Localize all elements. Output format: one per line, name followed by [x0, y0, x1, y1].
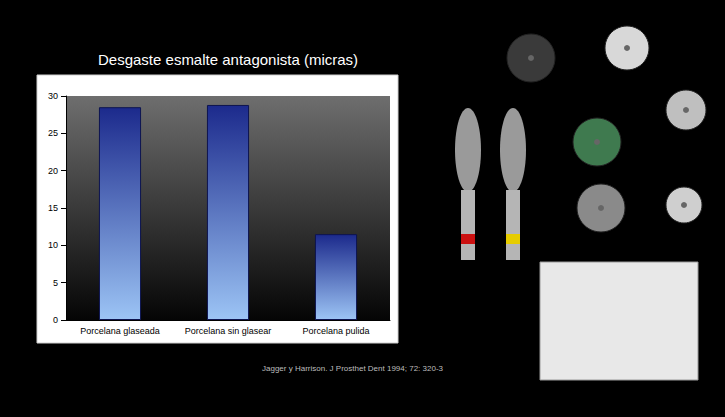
svg-text:20: 20	[48, 166, 58, 176]
svg-text:5: 5	[53, 278, 58, 288]
svg-text:30: 30	[48, 91, 58, 101]
svg-text:Porcelana sin glasear: Porcelana sin glasear	[185, 326, 272, 336]
svg-text:Desgaste esmalte antagonista (: Desgaste esmalte antagonista (micras)	[98, 51, 358, 68]
svg-text:25: 25	[48, 128, 58, 138]
svg-text:10: 10	[48, 240, 58, 250]
svg-text:Porcelana glaseada: Porcelana glaseada	[80, 326, 160, 336]
svg-text:0: 0	[53, 315, 58, 325]
svg-text:Jagger y Harrison. J Prosthet: Jagger y Harrison. J Prosthet Dent 1994;…	[262, 364, 444, 373]
svg-text:15: 15	[48, 203, 58, 213]
svg-text:Porcelana pulida: Porcelana pulida	[302, 326, 369, 336]
